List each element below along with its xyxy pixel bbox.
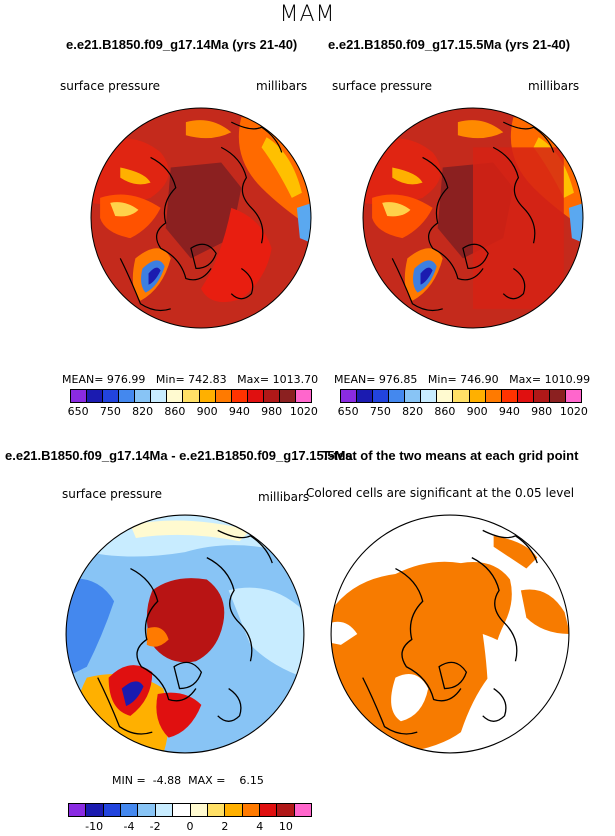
colorbar-14ma [70, 389, 312, 403]
colorbar-swatch [517, 390, 534, 402]
panel-title-ttest: T-test of the two means at each grid poi… [322, 448, 579, 463]
colorbar-swatch [437, 390, 454, 402]
colorbar-tick-label: 940 [498, 405, 520, 418]
colorbar-tick-label: 650 [67, 405, 89, 418]
colorbar-swatch [295, 390, 311, 402]
panel-title-15-5ma: e.e21.B1850.f09_g17.15.5Ma (yrs 21-40) [328, 37, 571, 52]
colorbar-tick-label: 0 [186, 820, 194, 833]
units-label-difference: millibars [258, 490, 310, 504]
variable-label-15-5ma: surface pressure [332, 79, 432, 93]
colorbar-swatch [279, 390, 296, 402]
colorbar-swatch [485, 390, 502, 402]
colorbar-swatch [86, 804, 104, 816]
colorbar-swatch [259, 804, 278, 816]
colorbar-tick-label: 1020 [559, 405, 588, 418]
colorbar-swatch [173, 804, 191, 816]
colorbar-tick-label: 980 [261, 405, 283, 418]
colorbar-tick-label: 940 [228, 405, 250, 418]
colorbar-difference [68, 803, 312, 817]
polar-map-15-5ma [362, 107, 584, 329]
variable-label-difference: surface pressure [62, 487, 162, 501]
colorbar-swatch [373, 390, 390, 402]
colorbar-tick-label: -10 [85, 820, 104, 833]
colorbar-15-5ma [340, 389, 582, 403]
polar-map-ttest [330, 514, 570, 754]
colorbar-swatch [405, 390, 422, 402]
colorbar-tick-label: 860 [434, 405, 456, 418]
units-label-15-5ma: millibars [528, 79, 580, 93]
colorbar-tick-label: 820 [132, 405, 154, 418]
colorbar-swatch [341, 390, 358, 402]
stats-14ma: MEAN= 976.99 Min= 742.83 Max= 1013.70 [62, 373, 319, 386]
colorbar-ticks-difference: -10 -4 -2 0 2 4 10 [68, 820, 312, 834]
colorbar-swatch [199, 390, 216, 402]
colorbar-swatch [421, 390, 438, 402]
colorbar-swatch [501, 390, 518, 402]
colorbar-swatch [71, 390, 88, 402]
colorbar-swatch [103, 804, 122, 816]
colorbar-swatch [183, 390, 200, 402]
colorbar-tick-label: 650 [337, 405, 359, 418]
colorbar-tick-label: 750 [99, 405, 121, 418]
colorbar-swatch [103, 390, 120, 402]
stats-difference: MIN = -4.88 MAX = 6.15 [112, 774, 264, 787]
colorbar-tick-label: 860 [164, 405, 186, 418]
colorbar-tick-label: 820 [402, 405, 424, 418]
colorbar-swatch [231, 390, 248, 402]
colorbar-swatch [87, 390, 104, 402]
colorbar-swatch [119, 390, 136, 402]
colorbar-swatch [121, 804, 139, 816]
colorbar-swatch [357, 390, 374, 402]
colorbar-tick-label: 900 [196, 405, 218, 418]
colorbar-tick-label: 10 [278, 820, 293, 833]
colorbar-swatch [215, 390, 232, 402]
colorbar-tick-label: -2 [149, 820, 161, 833]
season-title: MAM [279, 2, 336, 27]
variable-label-14ma: surface pressure [60, 79, 160, 93]
stats-15-5ma: MEAN= 976.85 Min= 746.90 Max= 1010.99 [334, 373, 591, 386]
colorbar-swatch [263, 390, 280, 402]
colorbar-swatch [69, 804, 87, 816]
panel-title-difference: e.e21.B1850.f09_g17.14Ma - e.e21.B1850.f… [5, 448, 353, 463]
colorbar-swatch [247, 390, 264, 402]
colorbar-swatch [294, 804, 312, 816]
colorbar-ticks-15-5ma: 650 750 820 860 900 940 980 1020 [338, 405, 588, 419]
colorbar-swatch [533, 390, 550, 402]
colorbar-swatch [135, 390, 152, 402]
colorbar-swatch [549, 390, 566, 402]
colorbar-tick-label: 900 [466, 405, 488, 418]
polar-map-14ma [90, 107, 312, 329]
colorbar-swatch [565, 390, 581, 402]
panel-title-14ma: e.e21.B1850.f09_g17.14Ma (yrs 21-40) [66, 37, 298, 52]
colorbar-swatch [190, 804, 208, 816]
colorbar-ticks-14ma: 650 750 820 860 900 940 980 1020 [68, 405, 318, 419]
colorbar-swatch [389, 390, 406, 402]
units-label-14ma: millibars [256, 79, 308, 93]
colorbar-tick-label: -4 [123, 820, 135, 833]
significance-note: Colored cells are significant at the 0.0… [306, 486, 575, 500]
colorbar-swatch [167, 390, 184, 402]
colorbar-swatch [225, 804, 243, 816]
colorbar-swatch [151, 390, 168, 402]
colorbar-swatch [469, 390, 486, 402]
colorbar-swatch [453, 390, 470, 402]
colorbar-swatch [242, 804, 260, 816]
colorbar-tick-label: 4 [256, 820, 264, 833]
colorbar-tick-label: 1020 [289, 405, 318, 418]
colorbar-tick-label: 2 [221, 820, 229, 833]
colorbar-swatch [155, 804, 174, 816]
colorbar-swatch [138, 804, 156, 816]
polar-map-difference [65, 514, 305, 754]
colorbar-swatch [277, 804, 295, 816]
colorbar-tick-label: 980 [531, 405, 553, 418]
colorbar-tick-label: 750 [369, 405, 391, 418]
colorbar-swatch [207, 804, 226, 816]
